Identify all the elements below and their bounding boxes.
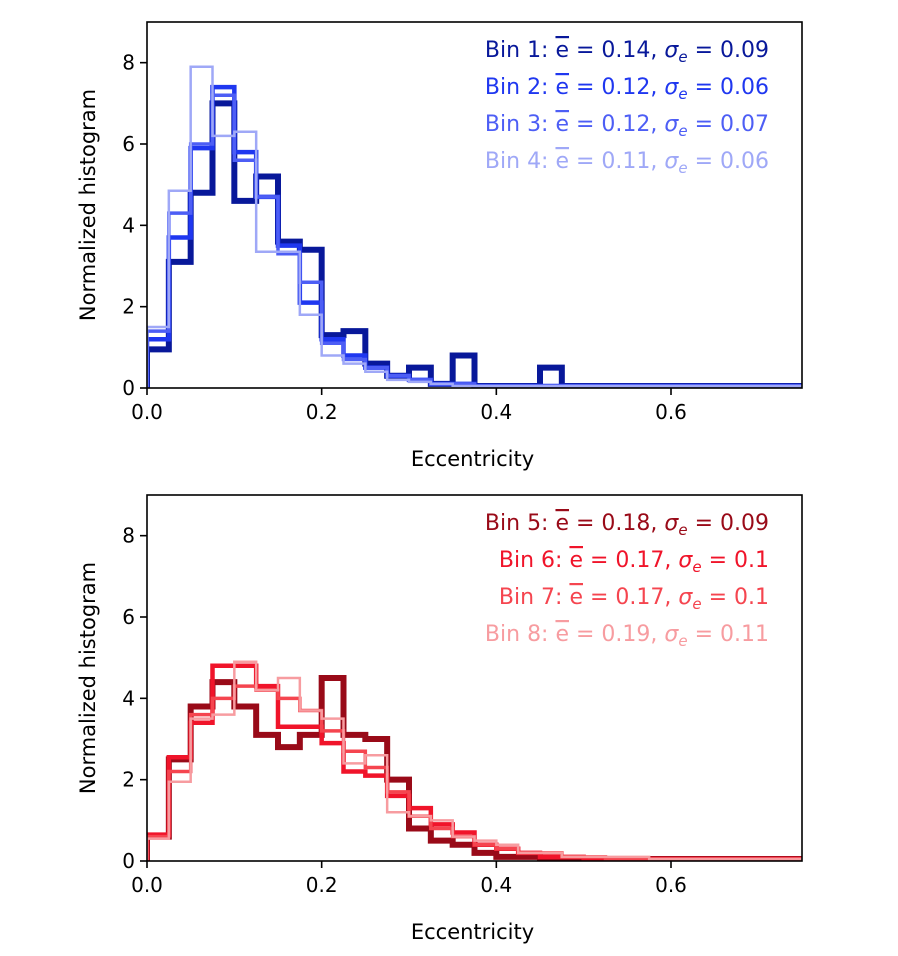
legend-sigma-subscript: e: [678, 48, 687, 66]
x-tick-label: 0.0: [131, 400, 163, 424]
axes-frame: [146, 494, 803, 862]
legend-sigma-symbol: σ: [664, 149, 679, 174]
legend-sigma-value: = 0.1: [702, 585, 769, 610]
legend-entry: Bin 7: e = 0.17, σe = 0.1: [499, 585, 769, 613]
legend-bin-label: Bin 6:: [499, 548, 570, 573]
x-tick-label: 0.0: [131, 873, 163, 897]
legend-bin-label: Bin 7:: [499, 585, 570, 610]
legend-bin-label: Bin 8:: [485, 622, 556, 647]
legend-entry: Bin 6: e = 0.17, σe = 0.1: [499, 548, 769, 576]
legend-entry: Bin 2: e = 0.12, σe = 0.06: [485, 75, 769, 103]
top-histogram-panel: 0.0 0.2 0.4 0.6 0 2 4 6 8 Eccentricity Normalized …: [76, 21, 803, 471]
legend-mean-value: = 0.12,: [569, 112, 664, 137]
legend-mean-value: = 0.17,: [583, 548, 678, 573]
legend-entry: Bin 3: e = 0.12, σe = 0.07: [485, 112, 769, 140]
legend-sigma-symbol: σ: [664, 75, 679, 100]
legend-sigma-value: = 0.11: [688, 622, 769, 647]
y-tick-label: 6: [122, 132, 135, 156]
x-axis-label: Eccentricity: [411, 447, 534, 471]
y-tick-label: 0: [122, 849, 135, 873]
x-tick-label: 0.2: [306, 400, 338, 424]
legend-sigma-subscript: e: [692, 595, 701, 613]
legend-sigma-value: = 0.09: [688, 38, 769, 63]
axes-frame: [146, 21, 803, 389]
legend-mean-symbol: e: [555, 622, 569, 647]
legend-mean-symbol: e: [555, 149, 569, 174]
legend-entry: Bin 8: e = 0.19, σe = 0.11: [485, 622, 769, 650]
legend-mean-symbol: e: [569, 548, 583, 573]
y-axis-label: Normalized histogram: [76, 562, 100, 794]
legend-entry: Bin 4: e = 0.11, σe = 0.06: [485, 149, 769, 177]
legend-sigma-value: = 0.09: [688, 511, 769, 536]
legend-sigma-symbol: σ: [664, 511, 679, 536]
y-tick-label: 8: [122, 51, 135, 75]
legend-sigma-value: = 0.06: [688, 149, 769, 174]
x-tick-label: 0.6: [655, 873, 687, 897]
legend-sigma-value: = 0.07: [688, 112, 769, 137]
y-tick-label: 6: [122, 605, 135, 629]
histogram-series-6: [147, 663, 802, 861]
legend-mean-value: = 0.14,: [569, 38, 664, 63]
legend-bin-label: Bin 5:: [485, 511, 556, 536]
legend-mean-value: = 0.17,: [583, 585, 678, 610]
y-tick-label: 4: [122, 686, 135, 710]
series-group: [147, 660, 802, 861]
legend-bin-label: Bin 1:: [485, 38, 556, 63]
legend-entry: Bin 5: e = 0.18, σe = 0.09: [485, 511, 769, 539]
x-tick-label: 0.4: [480, 873, 512, 897]
legend-sigma-value: = 0.1: [702, 548, 769, 573]
legend-mean-symbol: e: [569, 585, 583, 610]
x-tick-label: 0.4: [480, 400, 512, 424]
legend-sigma-symbol: σ: [678, 548, 693, 573]
legend-sigma-value: = 0.06: [688, 75, 769, 100]
legend-mean-value: = 0.11,: [569, 149, 664, 174]
legend-sigma-symbol: σ: [664, 112, 679, 137]
y-tick-label: 8: [122, 524, 135, 548]
y-axis-label: Normalized histogram: [76, 89, 100, 321]
legend-sigma-symbol: σ: [678, 585, 693, 610]
legend-mean-value: = 0.18,: [569, 511, 664, 536]
y-tick-label: 4: [122, 213, 135, 237]
legend-sigma-symbol: σ: [664, 38, 679, 63]
legend-mean-symbol: e: [555, 75, 569, 100]
legend-entry: Bin 1: e = 0.14, σe = 0.09: [485, 38, 769, 66]
histogram-series-1: [147, 100, 802, 388]
legend-mean-symbol: e: [555, 38, 569, 63]
legend-sigma-subscript: e: [678, 521, 687, 539]
legend-sigma-subscript: e: [678, 85, 687, 103]
legend-sigma-subscript: e: [678, 159, 687, 177]
legend-sigma-subscript: e: [678, 632, 687, 650]
y-tick-label: 2: [122, 768, 135, 792]
legend-bin-label: Bin 4:: [485, 149, 556, 174]
histogram-series-4: [147, 65, 802, 388]
legend-sigma-subscript: e: [678, 122, 687, 140]
legend-mean-symbol: e: [555, 112, 569, 137]
histogram-series-8: [147, 660, 802, 861]
bottom-histogram-panel: 0.0 0.2 0.4 0.6 0 2 4 6 8 Eccentricity Normalized …: [76, 494, 803, 944]
legend-bin-label: Bin 2:: [485, 75, 556, 100]
y-tick-label: 0: [122, 376, 135, 400]
legend-mean-value: = 0.12,: [569, 75, 664, 100]
legend-mean-value: = 0.19,: [569, 622, 664, 647]
y-tick-label: 2: [122, 295, 135, 319]
legend-sigma-symbol: σ: [664, 622, 679, 647]
x-tick-label: 0.2: [306, 873, 338, 897]
x-tick-label: 0.6: [655, 400, 687, 424]
legend-mean-symbol: e: [555, 511, 569, 536]
legend-sigma-subscript: e: [692, 558, 701, 576]
legend-bin-label: Bin 3:: [485, 112, 556, 137]
histogram-series-3: [147, 93, 802, 388]
series-group: [147, 65, 802, 388]
x-axis-label: Eccentricity: [411, 920, 534, 944]
